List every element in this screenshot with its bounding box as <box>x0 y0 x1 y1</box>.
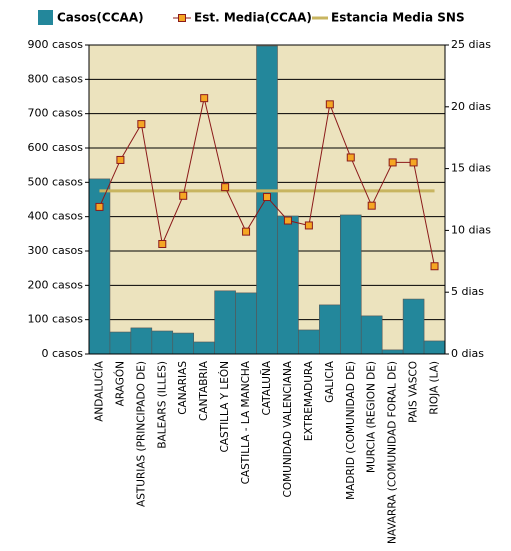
x-tick-label: CANARIAS <box>177 361 189 415</box>
y-tick-label: 800 casos <box>28 72 84 85</box>
bar <box>172 332 195 355</box>
bar <box>298 329 320 355</box>
x-tick-label: COMUNIDAD VALENCIANA <box>282 360 294 497</box>
marker <box>263 193 271 202</box>
marker <box>367 201 376 210</box>
bar <box>402 298 425 355</box>
x-tick-label: ANDALUCÍA <box>92 360 105 422</box>
y-tick-label: 900 casos <box>28 38 84 51</box>
marker <box>388 158 397 167</box>
marker <box>325 100 334 109</box>
x-tick-label: CASTILLA Y LEÓN <box>218 361 231 453</box>
legend-label: Casos(CCAA) <box>57 11 144 25</box>
marker <box>179 191 188 200</box>
x-tick-label: CANTABRIA <box>198 360 210 421</box>
bar <box>235 292 257 355</box>
x-tick-label: EXTREMADURA <box>303 360 315 441</box>
marker <box>409 158 418 167</box>
y2-tick-label: 5 dias <box>451 285 484 298</box>
y-tick-label: 300 casos <box>28 244 84 257</box>
marker <box>116 155 125 164</box>
bar <box>423 340 446 355</box>
y-tick-label: 100 casos <box>28 313 84 326</box>
x-tick-label: ARAGÓN <box>113 361 126 406</box>
x-tick-label: BALEARS (ILLES) <box>156 361 168 449</box>
bar <box>214 290 236 355</box>
legend-label: Estancia Media SNS <box>331 11 465 25</box>
y-tick-label: 200 casos <box>28 278 84 291</box>
bar <box>109 331 132 355</box>
y-tick-label: 500 casos <box>28 175 84 188</box>
marker <box>221 183 230 192</box>
bar <box>381 349 404 355</box>
x-tick-label: MADRID (COMUNIDAD DE) <box>345 361 357 500</box>
bar <box>277 215 299 355</box>
y-tick-label: 400 casos <box>28 210 84 223</box>
y2-tick-label: 15 dias <box>451 162 491 175</box>
x-tick-label: NAVARRA (COMUNIDAD FORAL DE) <box>387 361 399 544</box>
x-tick-label: CATALUÑA <box>260 360 273 415</box>
bar <box>130 327 153 355</box>
y2-tick-label: 20 dias <box>451 100 491 113</box>
marker <box>304 221 313 230</box>
marker <box>137 120 146 129</box>
x-tick-label: ASTURIAS (PRINCIPADO DE) <box>135 361 147 507</box>
marker <box>158 239 167 248</box>
marker <box>200 94 209 103</box>
bar <box>319 304 341 355</box>
legend-swatch <box>178 14 186 22</box>
marker <box>283 216 292 225</box>
bar <box>339 214 362 355</box>
marker <box>430 262 439 271</box>
y2-tick-label: 0 dias <box>451 347 484 360</box>
x-tick-label: PAIS VASCO <box>408 361 420 423</box>
y-tick-label: 0 casos <box>42 347 84 360</box>
x-tick-label: RIOJA (LA) <box>429 361 441 415</box>
bar <box>360 315 383 355</box>
y2-tick-label: 25 dias <box>451 38 491 51</box>
marker <box>346 153 355 162</box>
y-tick-label: 700 casos <box>28 107 84 120</box>
marker <box>95 202 104 211</box>
x-tick-label: GALICIA <box>324 360 336 403</box>
x-tick-label: CASTILLA - LA MANCHA <box>240 360 252 484</box>
bar <box>193 341 215 355</box>
legend-label: Est. Media(CCAA) <box>194 11 312 25</box>
legend-swatch <box>38 10 53 25</box>
y2-tick-label: 10 dias <box>451 223 491 236</box>
x-tick-label: MURCIA (REGION DE) <box>366 361 378 473</box>
y-tick-label: 600 casos <box>28 141 84 154</box>
bar <box>151 330 174 355</box>
marker <box>242 227 251 236</box>
